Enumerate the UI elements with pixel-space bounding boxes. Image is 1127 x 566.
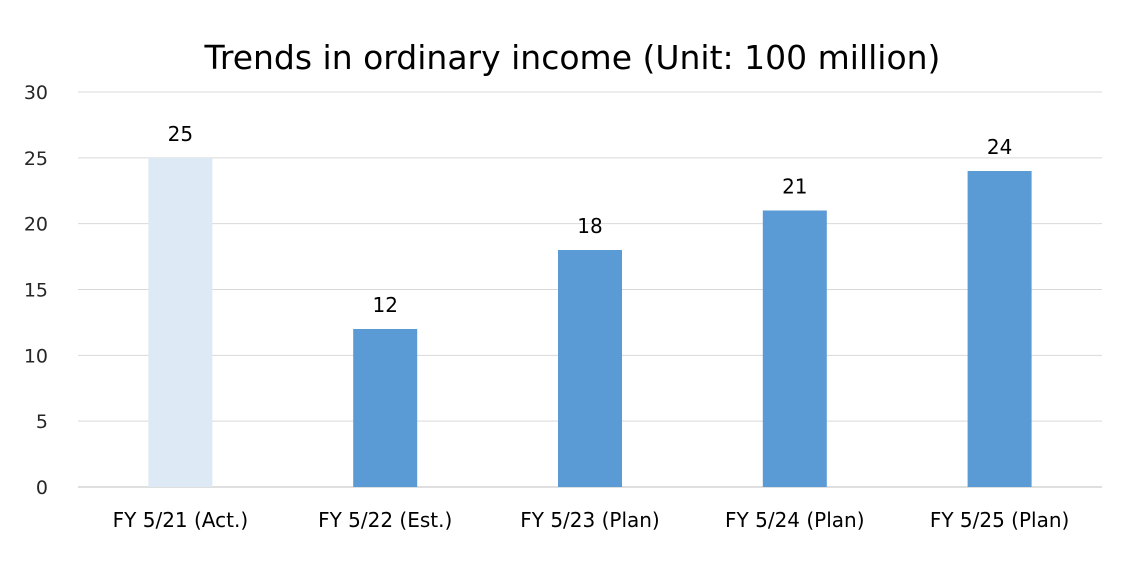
y-tick-label: 20 [24, 214, 48, 236]
y-tick-label: 10 [24, 345, 48, 367]
chart-title: Trends in ordinary income (Unit: 100 mil… [204, 38, 941, 77]
y-tick-label: 0 [36, 477, 48, 499]
bar [353, 329, 418, 487]
data-label: 21 [782, 175, 807, 199]
y-tick-label: 30 [24, 82, 48, 104]
x-tick-label: FY 5/21 (Act.) [113, 508, 248, 532]
data-label: 18 [577, 214, 602, 238]
y-tick-label: 15 [24, 280, 48, 302]
data-label: 25 [168, 122, 193, 146]
x-tick-label: FY 5/25 (Plan) [930, 508, 1070, 532]
x-tick-label: FY 5/24 (Plan) [725, 508, 865, 532]
x-tick-label: FY 5/22 (Est.) [318, 508, 452, 532]
bar [558, 250, 622, 487]
bar [967, 171, 1032, 487]
y-tick-label: 5 [36, 411, 48, 433]
bar [762, 210, 827, 487]
data-label: 24 [987, 135, 1012, 159]
data-label: 12 [372, 293, 397, 317]
x-tick-label: FY 5/23 (Plan) [520, 508, 660, 532]
y-tick-label: 25 [24, 148, 48, 170]
bar [148, 157, 213, 488]
